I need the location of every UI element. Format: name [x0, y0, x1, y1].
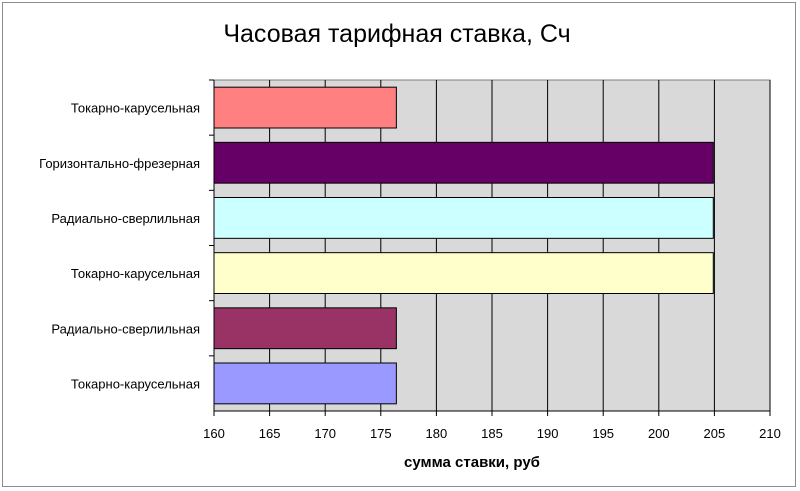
y-category-label: Радиально-сверлильная — [51, 321, 200, 336]
bar — [213, 362, 397, 405]
bar — [213, 252, 714, 294]
x-tick-label: 160 — [203, 426, 225, 441]
x-tick-label: 175 — [370, 426, 392, 441]
y-category-label: Токарно-карусельная — [71, 266, 200, 281]
x-tick-label: 210 — [759, 426, 781, 441]
x-tick-label: 205 — [704, 426, 726, 441]
x-tick-label: 165 — [259, 426, 281, 441]
x-tick-label: 170 — [314, 426, 336, 441]
x-tick-label: 180 — [426, 426, 448, 441]
chart-title: Часовая тарифная ставка, Сч — [223, 20, 571, 48]
bar — [213, 86, 397, 129]
y-category-label: Радиально-сверлильная — [51, 211, 200, 226]
x-tick-label: 185 — [481, 426, 503, 441]
bar — [213, 307, 397, 350]
y-category-label: Токарно-карусельная — [71, 376, 200, 391]
y-category-label: Горизонтально-фрезерная — [39, 156, 200, 171]
x-tick-label: 190 — [537, 426, 559, 441]
bar — [213, 141, 714, 184]
x-tick-label: 200 — [648, 426, 670, 441]
x-tick-label: 195 — [592, 426, 614, 441]
y-category-label: Токарно-карусельная — [71, 101, 200, 116]
bar — [213, 197, 714, 239]
x-axis-label: сумма ставки, руб — [404, 454, 540, 471]
